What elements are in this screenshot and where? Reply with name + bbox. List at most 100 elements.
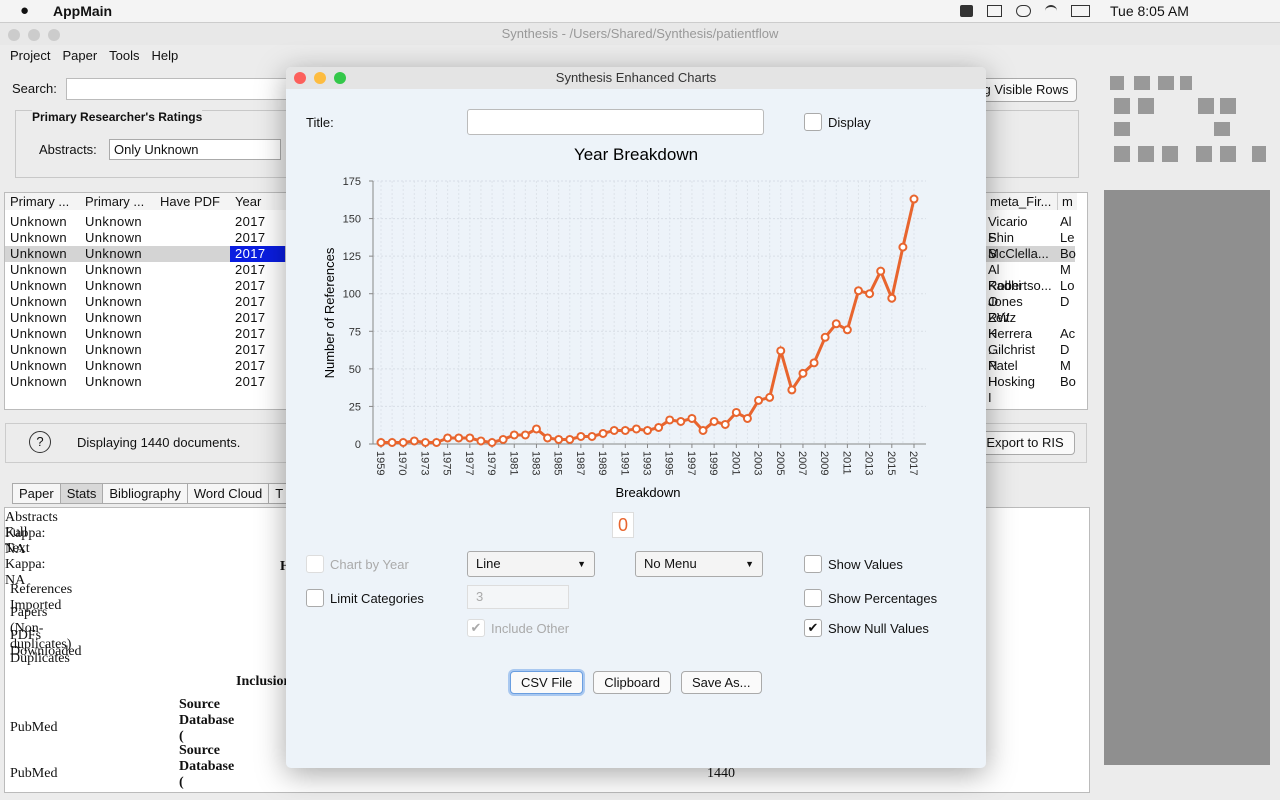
plot-area	[373, 181, 926, 444]
app-name[interactable]: AppMain	[53, 3, 113, 19]
point	[831, 319, 841, 329]
point	[587, 431, 597, 441]
show-null-checkbox[interactable]: ✔	[804, 619, 822, 637]
dialog-button[interactable]: Clipboard	[593, 671, 671, 694]
y-tick-label: 175	[343, 176, 361, 188]
cell: Unknown	[85, 262, 142, 277]
point	[720, 419, 730, 429]
point	[842, 325, 852, 335]
menubar: ● AppMain Tue 8:05 AM	[0, 0, 1280, 23]
y-tick-label: 50	[349, 364, 361, 376]
point	[465, 433, 475, 443]
tab[interactable]: Paper	[12, 483, 61, 504]
x-tick-label: 2015	[885, 451, 897, 475]
show-values-checkbox[interactable]	[804, 555, 822, 573]
cell: Unknown	[10, 294, 67, 309]
point	[398, 437, 408, 447]
cell: Shin S	[988, 230, 1015, 261]
stats-text: References Imported	[10, 582, 73, 613]
cell: 2017	[235, 294, 266, 309]
limit-categories-checkbox[interactable]	[306, 589, 324, 607]
badge: 0	[612, 512, 634, 538]
stats-text: PubMed	[10, 766, 58, 781]
dialog-button[interactable]: CSV File	[510, 671, 584, 694]
dialog-button[interactable]: Save As...	[680, 671, 762, 694]
tab[interactable]: Word Cloud	[186, 483, 270, 504]
y-tick-label: 75	[349, 326, 361, 338]
cell: Jones RW	[988, 294, 1023, 325]
cell: 2017	[235, 230, 266, 245]
x-tick-label: 1983	[529, 451, 541, 475]
cell: Vicario F	[988, 214, 1028, 245]
cell: Zeitz K	[988, 310, 1017, 341]
point	[776, 346, 786, 356]
x-tick-label: 2009	[818, 451, 830, 475]
menu[interactable]: Paper	[62, 48, 98, 63]
show-null-label: Show Null Values	[828, 621, 929, 636]
clock[interactable]: Tue 8:05 AM	[1110, 3, 1189, 19]
point	[887, 293, 897, 303]
stats-text: PDFs Downloaded	[10, 628, 82, 659]
cell: Unknown	[10, 214, 67, 229]
tab[interactable]: Bibliography	[102, 483, 188, 504]
cell: Al Kadhi O	[988, 262, 1022, 309]
point	[654, 422, 664, 432]
x-tick-label: 1975	[441, 451, 453, 475]
toolbar-icons	[1110, 76, 1266, 162]
chart-by-year-checkbox[interactable]	[306, 555, 324, 573]
x-tick-label: 1997	[685, 451, 697, 475]
cell: Unknown	[10, 230, 67, 245]
cell: Unknown	[10, 262, 67, 277]
x-tick-label: 1970	[396, 451, 408, 475]
limit-count[interactable]: 3	[467, 585, 569, 609]
x-tick-label: 1959	[374, 451, 386, 475]
stats-text: H	[280, 559, 291, 575]
cell: D	[1060, 294, 1070, 309]
point	[709, 416, 719, 426]
export-ris-button[interactable]: Export to RIS	[975, 431, 1075, 455]
y-tick-label: 25	[349, 401, 361, 413]
limit-categories-label: Limit Categories	[330, 591, 424, 606]
include-other-checkbox[interactable]: ✔	[467, 619, 485, 637]
y-tick-label: 0	[355, 439, 361, 451]
chart-type-select[interactable]: Line ▼	[467, 551, 595, 577]
x-tick-label: 1999	[707, 451, 719, 475]
stats-text: Duplicates	[10, 651, 70, 666]
menu[interactable]: Project	[10, 48, 51, 63]
menu-select[interactable]: No Menu ▼	[635, 551, 763, 577]
show-percentages-checkbox[interactable]	[804, 589, 822, 607]
x-tick-label: 1973	[418, 451, 430, 475]
zoom[interactable]	[334, 72, 346, 84]
cell: McClella...	[988, 246, 1049, 261]
tab[interactable]: Stats	[59, 483, 104, 504]
chart: Year Breakdown Breakdown Number of Refer…	[322, 145, 926, 500]
help-icon[interactable]: ?	[29, 431, 51, 453]
menu-row: Project Paper Tools Help	[10, 48, 178, 63]
cell: 2017	[235, 214, 266, 229]
point	[387, 437, 397, 447]
point	[543, 433, 553, 443]
title-field[interactable]	[467, 109, 764, 135]
stats-text: Full Text Kappa: NA	[5, 525, 46, 588]
status-text: Displaying 1440 documents.	[77, 435, 241, 450]
minimize[interactable]	[314, 72, 326, 84]
abstracts-select[interactable]: Only Unknown	[109, 139, 281, 160]
visible-rows-button[interactable]: g Visible Rows	[975, 78, 1077, 102]
menu[interactable]: Help	[151, 48, 179, 63]
menu[interactable]: Tools	[109, 48, 140, 63]
point	[643, 425, 652, 435]
cell: Ac	[1060, 326, 1076, 341]
point	[443, 433, 453, 443]
display-checkbox[interactable]	[804, 113, 822, 131]
point	[754, 395, 764, 405]
point	[509, 430, 519, 440]
x-tick-label: 1989	[596, 451, 608, 475]
close[interactable]	[294, 72, 306, 84]
x-tick-label: 1993	[641, 451, 653, 475]
apple-icon[interactable]: ●	[20, 2, 30, 19]
cell: Unknown	[85, 358, 142, 373]
dialog-title: Synthesis Enhanced Charts	[286, 67, 986, 89]
cell: 2017	[235, 374, 266, 389]
point	[742, 413, 752, 423]
point	[687, 413, 697, 423]
